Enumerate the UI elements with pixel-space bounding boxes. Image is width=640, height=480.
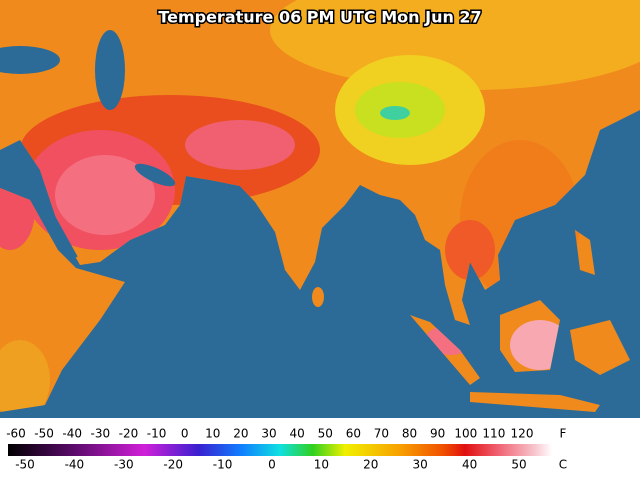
c-tick-label: 40 [462, 458, 477, 472]
black-sea [0, 46, 60, 74]
c-tick-label: 20 [363, 458, 378, 472]
f-tick-label: -10 [147, 427, 167, 441]
c-tick-label: -40 [65, 458, 85, 472]
c-tick-label: -10 [213, 458, 233, 472]
c-unit: C [559, 458, 567, 472]
f-tick-label: 70 [374, 427, 389, 441]
f-tick-label: 110 [482, 427, 505, 441]
caspian-sea [95, 30, 125, 110]
f-unit: F [560, 427, 567, 441]
c-tick-label: 10 [314, 458, 329, 472]
c-tick-label: 30 [413, 458, 428, 472]
f-tick-label: 90 [430, 427, 445, 441]
persian-gulf [134, 163, 176, 187]
c-tick-label: -20 [163, 458, 183, 472]
c-tick-label: 50 [511, 458, 526, 472]
f-tick-label: 40 [289, 427, 304, 441]
f-tick-label: 80 [402, 427, 417, 441]
f-tick-label: 30 [261, 427, 276, 441]
f-tick-label: -30 [91, 427, 111, 441]
f-tick-label: 20 [233, 427, 248, 441]
map-title: Temperature 06 PM UTC Mon Jun 27 [158, 8, 481, 27]
f-tick-labels: -60 -50 -40 -30 -20 -10 0 10 20 30 40 50 60 70 80 90 100… [6, 427, 533, 441]
f-tick-label: 120 [511, 427, 534, 441]
f-tick-label: 100 [454, 427, 477, 441]
f-tick-label: 0 [181, 427, 189, 441]
f-tick-label: -50 [34, 427, 54, 441]
c-tick-label: -30 [114, 458, 134, 472]
f-tick-label: 60 [346, 427, 361, 441]
f-tick-label: -60 [6, 427, 26, 441]
c-tick-label: -50 [15, 458, 35, 472]
f-tick-label: 50 [318, 427, 333, 441]
color-bar [8, 444, 552, 456]
f-tick-label: -40 [62, 427, 82, 441]
c-tick-labels: -50 -40 -30 -20 -10 0 10 20 30 40 50 [15, 458, 526, 472]
f-tick-label: 10 [205, 427, 220, 441]
red-sea [12, 148, 78, 260]
f-tick-label: -20 [119, 427, 139, 441]
c-tick-label: 0 [268, 458, 276, 472]
